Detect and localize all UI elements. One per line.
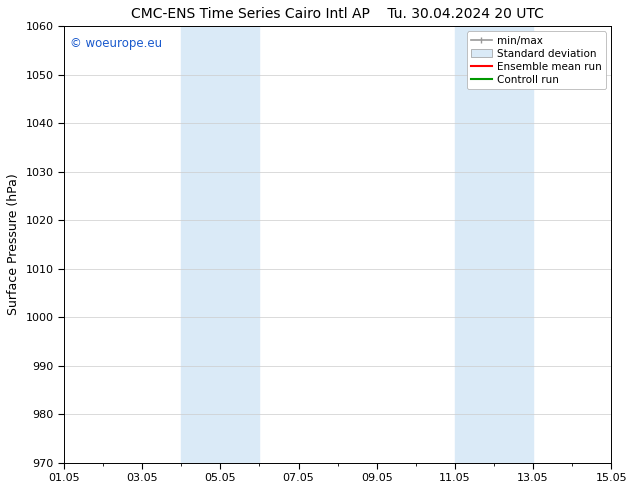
Title: CMC-ENS Time Series Cairo Intl AP    Tu. 30.04.2024 20 UTC: CMC-ENS Time Series Cairo Intl AP Tu. 30…	[131, 7, 544, 21]
Bar	[455, 26, 533, 463]
Y-axis label: Surface Pressure (hPa): Surface Pressure (hPa)	[7, 173, 20, 316]
Text: © woeurope.eu: © woeurope.eu	[70, 37, 162, 50]
Bar	[181, 26, 259, 463]
Legend: min/max, Standard deviation, Ensemble mean run, Controll run: min/max, Standard deviation, Ensemble me…	[467, 31, 606, 89]
